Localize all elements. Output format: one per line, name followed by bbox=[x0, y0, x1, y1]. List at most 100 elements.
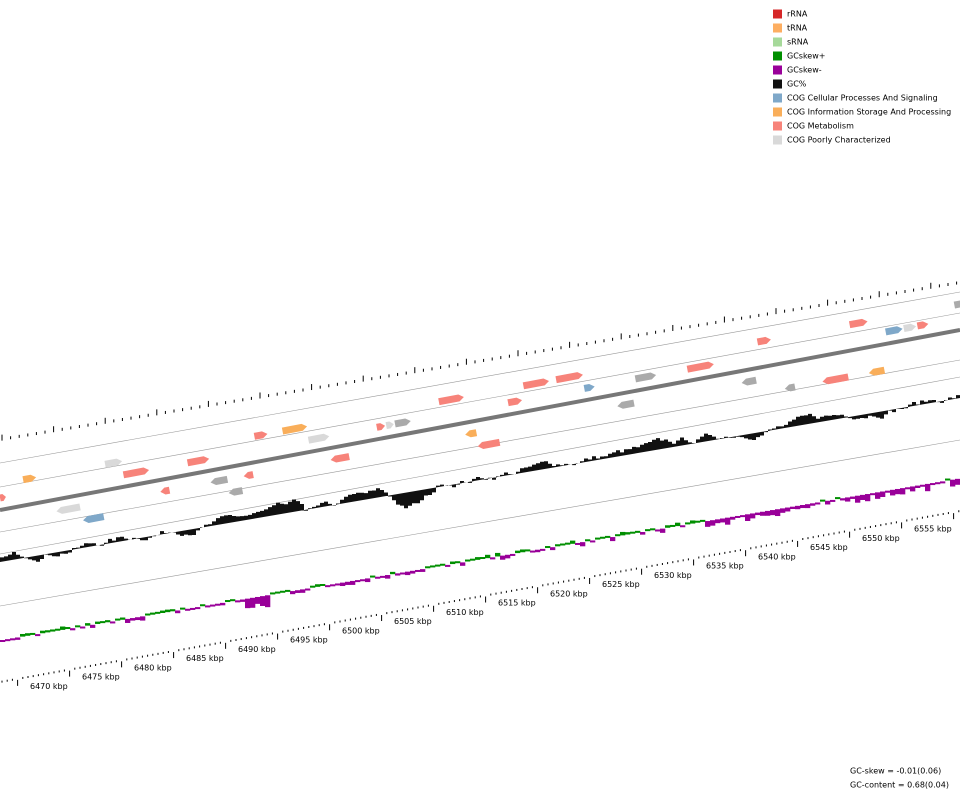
gc-skew bbox=[580, 542, 586, 547]
gc-skew bbox=[935, 482, 941, 485]
legend-swatch bbox=[773, 65, 782, 75]
gc-skew bbox=[925, 483, 931, 492]
gc-skew bbox=[150, 612, 156, 615]
gc-skew bbox=[670, 524, 676, 527]
gc-skew bbox=[690, 520, 696, 524]
gc-skew bbox=[605, 535, 611, 538]
gc-skew bbox=[570, 540, 576, 544]
scale-label: 6500 kbp bbox=[342, 626, 380, 635]
gene bbox=[104, 458, 123, 468]
gc-skew bbox=[815, 502, 821, 505]
gc-skew bbox=[520, 549, 526, 553]
track-line bbox=[0, 376, 960, 555]
gc-skew bbox=[315, 584, 321, 587]
gc-skew bbox=[560, 543, 566, 546]
gc-skew bbox=[300, 589, 306, 593]
gene bbox=[477, 438, 501, 449]
gc-skew bbox=[25, 633, 31, 636]
gc-skew bbox=[350, 580, 356, 585]
gc-skew bbox=[75, 625, 81, 628]
legend-label: GCskew- bbox=[787, 66, 822, 75]
footer-stat: GC-skew = -0.01(0.06) bbox=[850, 767, 941, 776]
legend-label: COG Cellular Processes And Signaling bbox=[787, 94, 938, 103]
gc-skew bbox=[885, 490, 891, 493]
gc-skew bbox=[640, 532, 646, 535]
track-line bbox=[0, 439, 960, 607]
gc-skew bbox=[835, 497, 841, 500]
gene bbox=[186, 456, 210, 467]
gc-skew bbox=[390, 571, 396, 575]
gc-skew bbox=[35, 634, 41, 637]
gc-skew bbox=[595, 537, 601, 540]
gc-skew bbox=[205, 605, 211, 608]
gc-skew bbox=[440, 563, 446, 566]
gc-skew bbox=[365, 578, 371, 583]
scale-label: 6540 kbp bbox=[758, 552, 796, 561]
gene bbox=[330, 453, 350, 463]
footer-stat: GC-content = 0.68(0.04) bbox=[850, 781, 949, 790]
gc-skew bbox=[490, 557, 496, 560]
gc-skew bbox=[870, 493, 876, 496]
gc-skew bbox=[505, 554, 511, 559]
gene bbox=[617, 399, 635, 409]
gc-skew bbox=[160, 610, 166, 613]
gc-skew bbox=[320, 584, 326, 586]
gc-skew bbox=[615, 534, 621, 537]
gc-skew bbox=[295, 590, 301, 593]
gc-skew bbox=[625, 532, 631, 535]
gc-skew bbox=[500, 555, 506, 560]
gc-skew bbox=[60, 626, 66, 630]
gc-skew bbox=[930, 483, 936, 486]
gc-skew bbox=[840, 498, 846, 501]
gc-skew bbox=[40, 630, 46, 634]
gene bbox=[634, 372, 657, 383]
gc-skew bbox=[90, 624, 96, 628]
gc-skew bbox=[905, 487, 911, 490]
legend-label: COG Metabolism bbox=[787, 122, 854, 131]
gene bbox=[953, 297, 960, 309]
gene bbox=[394, 418, 411, 428]
legend-swatch bbox=[773, 121, 782, 131]
gc-skew bbox=[635, 530, 641, 533]
gc-skew bbox=[400, 572, 406, 575]
gene bbox=[253, 431, 268, 440]
gc-skew bbox=[470, 558, 476, 561]
gc-skew bbox=[220, 602, 226, 606]
gene bbox=[555, 372, 583, 384]
gc-skew bbox=[450, 561, 456, 565]
scale-label: 6470 kbp bbox=[30, 682, 68, 691]
legend-label: tRNA bbox=[787, 24, 808, 33]
gc-skew bbox=[565, 542, 571, 545]
gc-skew bbox=[530, 550, 536, 553]
gc-skew bbox=[465, 559, 471, 562]
gc-skew bbox=[660, 528, 666, 533]
gc-skew bbox=[70, 628, 76, 631]
scale-label: 6525 kbp bbox=[602, 580, 640, 589]
scale-label: 6555 kbp bbox=[914, 524, 952, 533]
gc-skew bbox=[730, 516, 736, 520]
gc-skew bbox=[215, 603, 221, 606]
gc-skew bbox=[170, 609, 176, 612]
gc-skew bbox=[890, 489, 896, 496]
gc-skew bbox=[325, 585, 331, 588]
gene bbox=[22, 474, 37, 484]
gc-skew bbox=[55, 628, 61, 631]
gc-skew bbox=[860, 494, 866, 500]
gc-skew bbox=[155, 611, 161, 614]
gc-skew bbox=[735, 515, 741, 518]
gc-skew bbox=[80, 626, 86, 629]
gc-skew bbox=[240, 599, 246, 602]
gc-skew bbox=[820, 499, 826, 502]
gc-skew bbox=[755, 512, 761, 516]
gc-skew bbox=[525, 549, 531, 552]
gene bbox=[243, 471, 254, 479]
gc-skew bbox=[0, 640, 6, 642]
gc-skew bbox=[135, 617, 141, 621]
gc-skew bbox=[120, 617, 126, 620]
gc-skew bbox=[785, 507, 791, 512]
gc-skew bbox=[100, 621, 106, 624]
gc-skew bbox=[375, 576, 381, 579]
gc-skew bbox=[280, 590, 286, 593]
gene bbox=[307, 433, 330, 444]
gc-skew bbox=[210, 604, 216, 607]
